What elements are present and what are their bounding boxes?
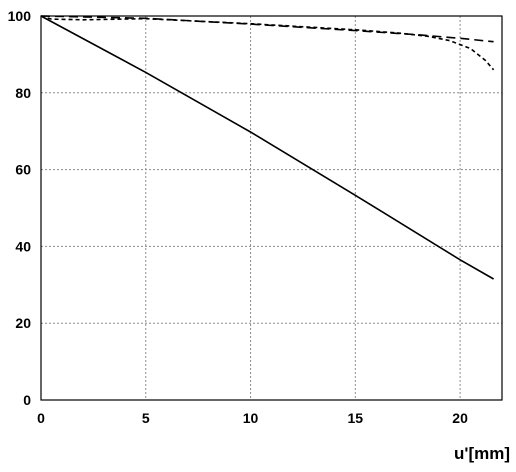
x-tick-label: 10	[243, 410, 259, 426]
series-line-short-dash	[40, 15, 495, 71]
x-tick-label: 15	[348, 410, 364, 426]
series-layer	[40, 15, 495, 280]
tick-labels: 0 5 10 15 20 0 20 40 60 80 100	[8, 8, 468, 426]
y-tick-label: 80	[15, 85, 31, 101]
plot-frame	[40, 15, 503, 401]
x-tick-label: 5	[142, 410, 150, 426]
series-line-long-dash	[40, 15, 494, 43]
y-tick-label: 20	[15, 315, 31, 331]
series-line-solid	[40, 15, 494, 280]
x-tick-label: 0	[37, 410, 45, 426]
x-axis-title: u'[mm]	[454, 444, 510, 463]
y-tick-label: 0	[23, 392, 31, 408]
y-tick-label: 40	[15, 238, 31, 254]
y-tick-label: 100	[8, 8, 32, 24]
grid	[41, 16, 502, 400]
x-tick-label: 20	[452, 410, 468, 426]
y-tick-label: 60	[15, 162, 31, 178]
